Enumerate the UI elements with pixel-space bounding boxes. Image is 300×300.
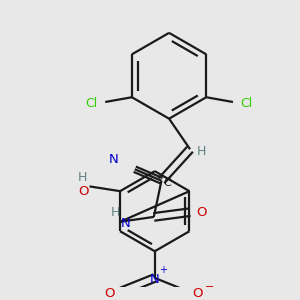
Text: N: N	[150, 273, 160, 286]
Text: −: −	[204, 283, 214, 292]
Text: H: H	[111, 206, 120, 219]
Text: O: O	[105, 287, 115, 300]
Text: O: O	[192, 287, 203, 300]
Text: N: N	[109, 153, 118, 166]
Text: Cl: Cl	[86, 98, 98, 110]
Text: Cl: Cl	[240, 98, 252, 110]
Text: H: H	[78, 171, 88, 184]
Text: H: H	[197, 145, 206, 158]
Text: +: +	[159, 265, 167, 275]
Text: O: O	[79, 185, 89, 198]
Text: N: N	[120, 217, 130, 230]
Text: O: O	[196, 206, 207, 219]
Text: C: C	[163, 178, 171, 188]
